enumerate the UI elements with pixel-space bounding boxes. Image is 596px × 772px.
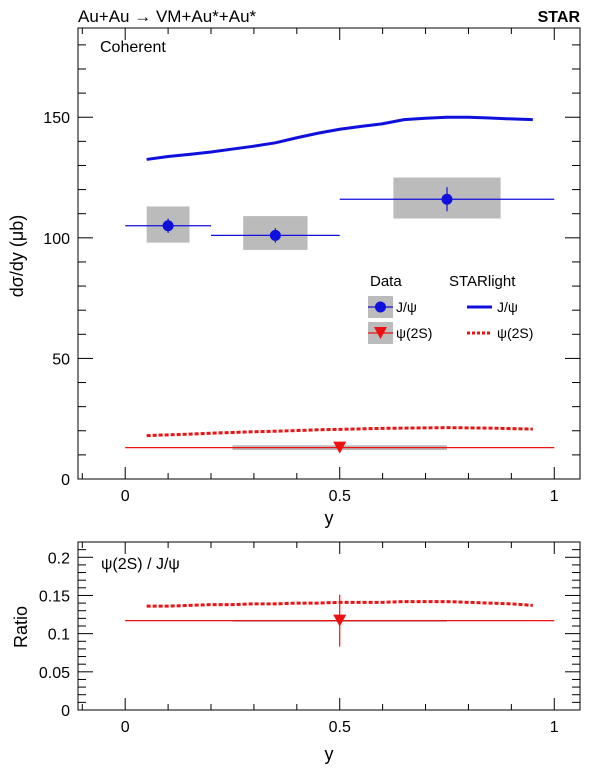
top-y-tick-label: 100 xyxy=(43,231,70,248)
psi2s-model-curve xyxy=(146,426,533,438)
top-y-tick-label: 50 xyxy=(52,351,70,368)
ratio-data-point xyxy=(333,614,347,627)
top-model-curves xyxy=(146,115,533,438)
legend-jpsi-data-marker xyxy=(375,301,386,313)
bot-y-tick-label: 0.1 xyxy=(48,627,70,644)
legend-model-header: STARlight xyxy=(449,273,516,290)
bot-x-tick-label: 0.5 xyxy=(329,719,351,736)
bot-y-tick-label: 0 xyxy=(61,703,70,720)
legend-jpsi-model-label: J/ψ xyxy=(497,299,518,315)
bot-y-tick-label: 0.2 xyxy=(48,550,70,567)
bottom-axes-ticks: 0 0.5 1 0 0.05 0.1 0.15 0.2 xyxy=(39,541,580,736)
top-y-axis-title: dσ/dy (μb) xyxy=(7,215,27,298)
legend: Data STARlight J/ψ J/ψ ψ(2S) ψ(2S) xyxy=(368,273,533,344)
jpsi-data-point xyxy=(269,229,281,241)
legend-data-header: Data xyxy=(370,273,402,290)
bot-x-tick-label: 0 xyxy=(121,719,130,736)
cross-section-panel: 0 0.5 1 0 50 100 150 Coherent y dσ/dy (μb) Dat… xyxy=(7,27,581,528)
bot-y-tick-label: 0.05 xyxy=(39,665,70,682)
top-y-tick-label: 0 xyxy=(61,472,70,489)
ratio-panel: 0 0.5 1 0 0.05 0.1 0.15 0.2 ψ(2S) / J/ψ y Ratio xyxy=(11,541,581,764)
legend-jpsi-data-label: J/ψ xyxy=(396,299,417,315)
top-x-tick-label: 0 xyxy=(121,488,130,505)
top-axes-ticks: 0 0.5 1 0 50 100 150 xyxy=(43,28,580,505)
top-x-axis-title: y xyxy=(325,508,334,528)
bot-y-tick-label: 0.15 xyxy=(39,588,70,605)
jpsi-data-point xyxy=(441,193,453,205)
experiment-label: STAR xyxy=(538,9,581,26)
bottom-annotation: ψ(2S) / J/ψ xyxy=(101,556,180,573)
bottom-x-axis-title: y xyxy=(325,744,334,764)
top-x-tick-label: 1 xyxy=(550,488,559,505)
top-annotation: Coherent xyxy=(100,39,166,56)
top-frame xyxy=(77,27,581,480)
legend-psi2s-data-label: ψ(2S) xyxy=(396,325,432,341)
psi2s-data-point xyxy=(333,441,347,454)
jpsi-model-curve xyxy=(146,115,533,161)
legend-psi2s-model-label: ψ(2S) xyxy=(497,325,533,341)
top-systematic-boxes xyxy=(146,177,501,451)
bottom-y-axis-title: Ratio xyxy=(11,606,31,648)
bottom-data-points xyxy=(125,594,555,647)
bot-x-tick-label: 1 xyxy=(550,719,559,736)
reaction-title: Au+Au → VM+Au*+Au* xyxy=(78,7,257,26)
legend-psi2s-data-marker xyxy=(374,327,387,339)
top-y-tick-label: 150 xyxy=(43,110,70,127)
top-x-tick-label: 0.5 xyxy=(329,488,351,505)
top-data-points xyxy=(125,187,555,454)
jpsi-data-point xyxy=(162,220,174,232)
